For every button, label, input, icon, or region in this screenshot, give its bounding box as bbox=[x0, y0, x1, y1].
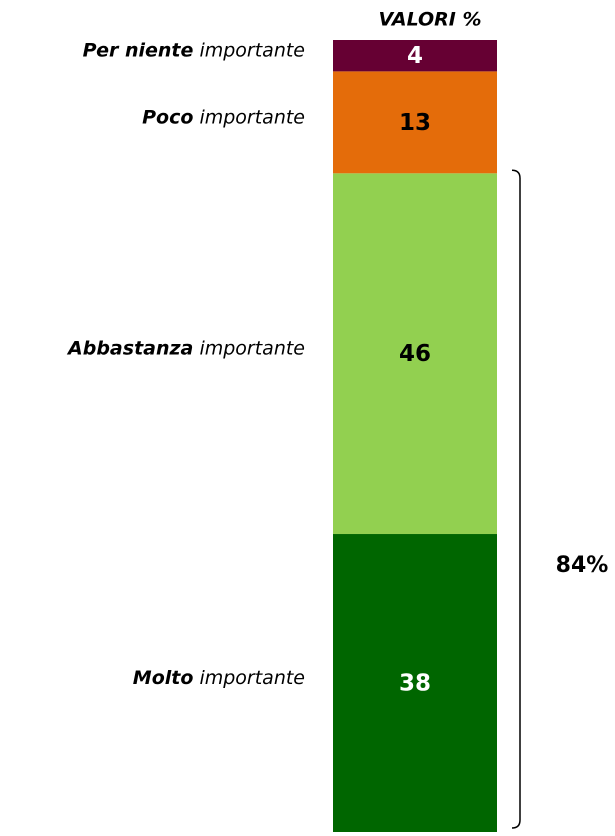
value-label: 13 bbox=[399, 110, 431, 136]
category-label: Molto importante bbox=[133, 667, 305, 689]
value-label: 38 bbox=[399, 671, 431, 697]
category-rest: importante bbox=[199, 667, 305, 689]
category-rest: importante bbox=[199, 106, 305, 128]
category-label: Per niente importante bbox=[83, 39, 305, 61]
category-bold: Abbastanza bbox=[66, 337, 193, 359]
bar-segment bbox=[333, 40, 497, 72]
category-label: Abbastanza importante bbox=[66, 337, 305, 359]
category-label: Poco importante bbox=[142, 106, 305, 128]
bar-segment bbox=[333, 534, 497, 832]
value-label: 46 bbox=[399, 341, 431, 367]
category-bold: Per niente bbox=[83, 39, 194, 61]
bar-segment bbox=[333, 173, 497, 535]
bracket bbox=[511, 169, 521, 829]
category-rest: importante bbox=[199, 39, 305, 61]
bar-segment bbox=[333, 71, 497, 174]
category-rest: importante bbox=[199, 337, 305, 359]
category-bold: Molto bbox=[133, 667, 194, 689]
chart-title: VALORI % bbox=[378, 9, 481, 31]
value-label: 4 bbox=[407, 43, 423, 69]
category-bold: Poco bbox=[142, 106, 193, 128]
annotation: 84% bbox=[556, 553, 609, 578]
